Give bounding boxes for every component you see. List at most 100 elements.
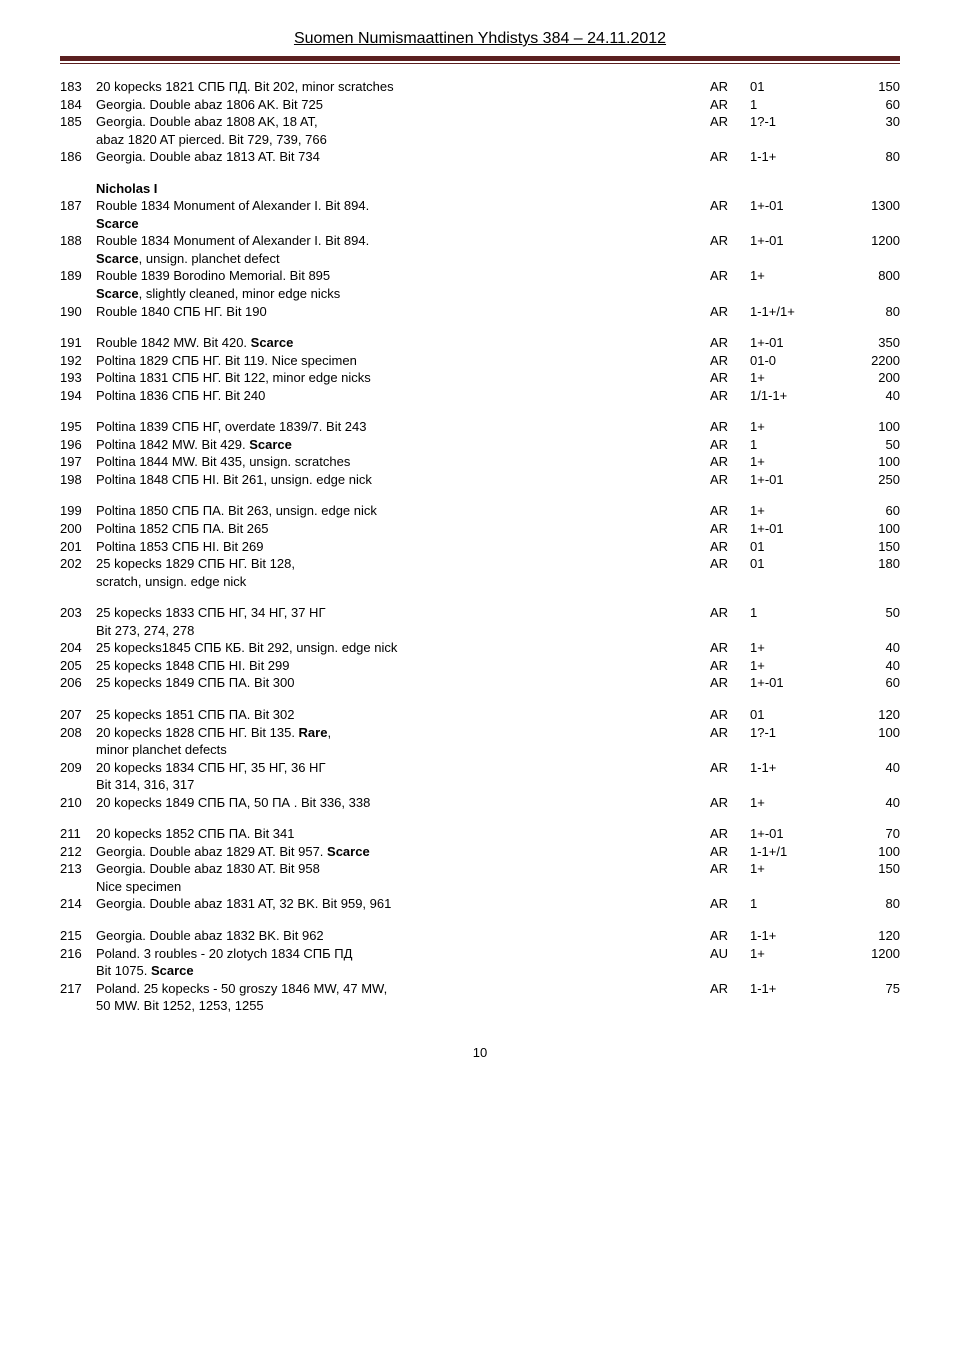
header-bar-thick <box>60 56 900 61</box>
lot-description: 20 kopecks 1834 СПБ НГ, 35 НГ, 36 НГ <box>96 759 710 777</box>
lot-grade: 1/1-1+ <box>750 387 840 405</box>
lot-price: 1200 <box>840 945 900 963</box>
lot-row-continuation: scratch, unsign. edge nick <box>60 573 900 591</box>
section-heading-row: Nicholas I <box>60 180 900 198</box>
lot-price: 75 <box>840 980 900 998</box>
lot-metal: AR <box>710 197 750 215</box>
lot-description: Poltina 1831 СПБ НГ. Bit 122, minor edge… <box>96 369 710 387</box>
lot-grade: 1-1+/1+ <box>750 303 840 321</box>
lot-grade: 1+ <box>750 945 840 963</box>
lot-metal: AR <box>710 520 750 538</box>
lot-description: Rouble 1842 MW. Bit 420. Scarce <box>96 334 710 352</box>
lot-row: 201Poltina 1853 СПБ НI. Bit 269AR01150 <box>60 538 900 556</box>
lot-number: 188 <box>60 232 96 250</box>
lot-price: 40 <box>840 759 900 777</box>
lot-row-continuation: Bit 1075. Scarce <box>60 962 900 980</box>
lot-price: 350 <box>840 334 900 352</box>
lot-number: 197 <box>60 453 96 471</box>
lot-row: 20225 kopecks 1829 СПБ НГ. Bit 128,AR011… <box>60 555 900 573</box>
lot-description: 20 kopecks 1849 СПБ ПА, 50 ПА . Bit 336,… <box>96 794 710 812</box>
lot-row: 189Rouble 1839 Borodino Memorial. Bit 89… <box>60 267 900 285</box>
lot-row: 195Poltina 1839 СПБ НГ, overdate 1839/7.… <box>60 418 900 436</box>
lot-description: Poland. 3 roubles - 20 zlotych 1834 СПБ … <box>96 945 710 963</box>
header-title: Suomen Numismaattinen Yhdistys 384 – 24.… <box>60 30 900 52</box>
lot-grade: 1+-01 <box>750 232 840 250</box>
lot-row: 190Rouble 1840 СПБ НГ. Bit 190AR1-1+/1+8… <box>60 303 900 321</box>
lot-metal: AR <box>710 418 750 436</box>
lot-row: 184Georgia. Double abaz 1806 AK. Bit 725… <box>60 96 900 114</box>
lot-number: 215 <box>60 927 96 945</box>
lot-row-continuation: Nice specimen <box>60 878 900 896</box>
spacer-row <box>60 590 900 604</box>
lot-grade: 1+ <box>750 369 840 387</box>
spacer-row <box>60 320 900 334</box>
lot-description-cont: abaz 1820 AT pierced. Bit 729, 739, 766 <box>96 131 710 149</box>
spacer-row <box>60 692 900 706</box>
lot-description: 25 kopecks 1829 СПБ НГ. Bit 128, <box>96 555 710 573</box>
lot-metal: AR <box>710 674 750 692</box>
lot-description: Poltina 1850 СПБ ПА. Bit 263, unsign. ed… <box>96 502 710 520</box>
lot-price: 100 <box>840 453 900 471</box>
lot-row: 185Georgia. Double abaz 1808 AK, 18 AT,A… <box>60 113 900 131</box>
lot-description-cont: Bit 1075. Scarce <box>96 962 710 980</box>
lot-grade: 1+-01 <box>750 471 840 489</box>
lot-number: 193 <box>60 369 96 387</box>
lot-grade: 1 <box>750 604 840 622</box>
spacer-row <box>60 404 900 418</box>
lot-price: 100 <box>840 520 900 538</box>
lot-description-cont: Bit 273, 274, 278 <box>96 622 710 640</box>
lot-metal: AR <box>710 352 750 370</box>
lot-row: 20425 kopecks1845 СПБ КБ. Bit 292, unsig… <box>60 639 900 657</box>
lot-description-cont: Scarce, unsign. planchet defect <box>96 250 710 268</box>
lot-row-continuation: 50 MW. Bit 1252, 1253, 1255 <box>60 997 900 1015</box>
lot-description-cont: scratch, unsign. edge nick <box>96 573 710 591</box>
lot-grade: 01 <box>750 78 840 96</box>
lot-metal: AR <box>710 471 750 489</box>
lot-number: 191 <box>60 334 96 352</box>
lot-metal: AR <box>710 232 750 250</box>
lot-description-cont: Nice specimen <box>96 878 710 896</box>
lot-price: 30 <box>840 113 900 131</box>
lot-row: 21120 kopecks 1852 СПБ ПА. Bit 341AR1+-0… <box>60 825 900 843</box>
lot-number: 204 <box>60 639 96 657</box>
lot-price: 60 <box>840 502 900 520</box>
lot-grade: 1+-01 <box>750 197 840 215</box>
lot-row: 186Georgia. Double abaz 1813 AT. Bit 734… <box>60 148 900 166</box>
lot-price: 60 <box>840 96 900 114</box>
lot-price: 100 <box>840 724 900 742</box>
lot-number: 209 <box>60 759 96 777</box>
lot-description: 25 kopecks 1833 СПБ НГ, 34 НГ, 37 НГ <box>96 604 710 622</box>
lot-grade: 1-1+ <box>750 759 840 777</box>
lot-price: 40 <box>840 639 900 657</box>
lot-price: 120 <box>840 927 900 945</box>
lot-row: 18320 kopecks 1821 СПБ ПД. Bit 202, mino… <box>60 78 900 96</box>
lot-metal: AR <box>710 96 750 114</box>
lot-description-cont: minor planchet defects <box>96 741 710 759</box>
lot-description: 25 kopecks 1849 СПБ ПА. Bit 300 <box>96 674 710 692</box>
lot-grade: 1-1+ <box>750 148 840 166</box>
lot-price: 200 <box>840 369 900 387</box>
lot-row: 199Poltina 1850 СПБ ПА. Bit 263, unsign.… <box>60 502 900 520</box>
lot-metal: AR <box>710 759 750 777</box>
spacer-row <box>60 913 900 927</box>
lot-number: 211 <box>60 825 96 843</box>
lot-row: 191Rouble 1842 MW. Bit 420. ScarceAR1+-0… <box>60 334 900 352</box>
lot-row: 214Georgia. Double abaz 1831 AT, 32 BK. … <box>60 895 900 913</box>
lot-price: 80 <box>840 148 900 166</box>
lot-row: 196Poltina 1842 MW. Bit 429. ScarceAR150 <box>60 436 900 454</box>
lot-price: 100 <box>840 843 900 861</box>
lot-metal: AR <box>710 148 750 166</box>
lot-description: 20 kopecks 1852 СПБ ПА. Bit 341 <box>96 825 710 843</box>
lot-grade: 1 <box>750 895 840 913</box>
lot-metal: AR <box>710 436 750 454</box>
lot-description: Poltina 1852 СПБ ПА. Bit 265 <box>96 520 710 538</box>
lot-description: Poltina 1844 MW. Bit 435, unsign. scratc… <box>96 453 710 471</box>
lot-metal: AR <box>710 724 750 742</box>
lot-description: Georgia. Double abaz 1830 AT. Bit 958 <box>96 860 710 878</box>
lot-grade: 1-1+ <box>750 980 840 998</box>
lot-metal: AR <box>710 303 750 321</box>
lot-description-cont: 50 MW. Bit 1252, 1253, 1255 <box>96 997 710 1015</box>
lot-description: Georgia. Double abaz 1813 AT. Bit 734 <box>96 148 710 166</box>
lot-grade: 1 <box>750 436 840 454</box>
lot-metal: AU <box>710 945 750 963</box>
